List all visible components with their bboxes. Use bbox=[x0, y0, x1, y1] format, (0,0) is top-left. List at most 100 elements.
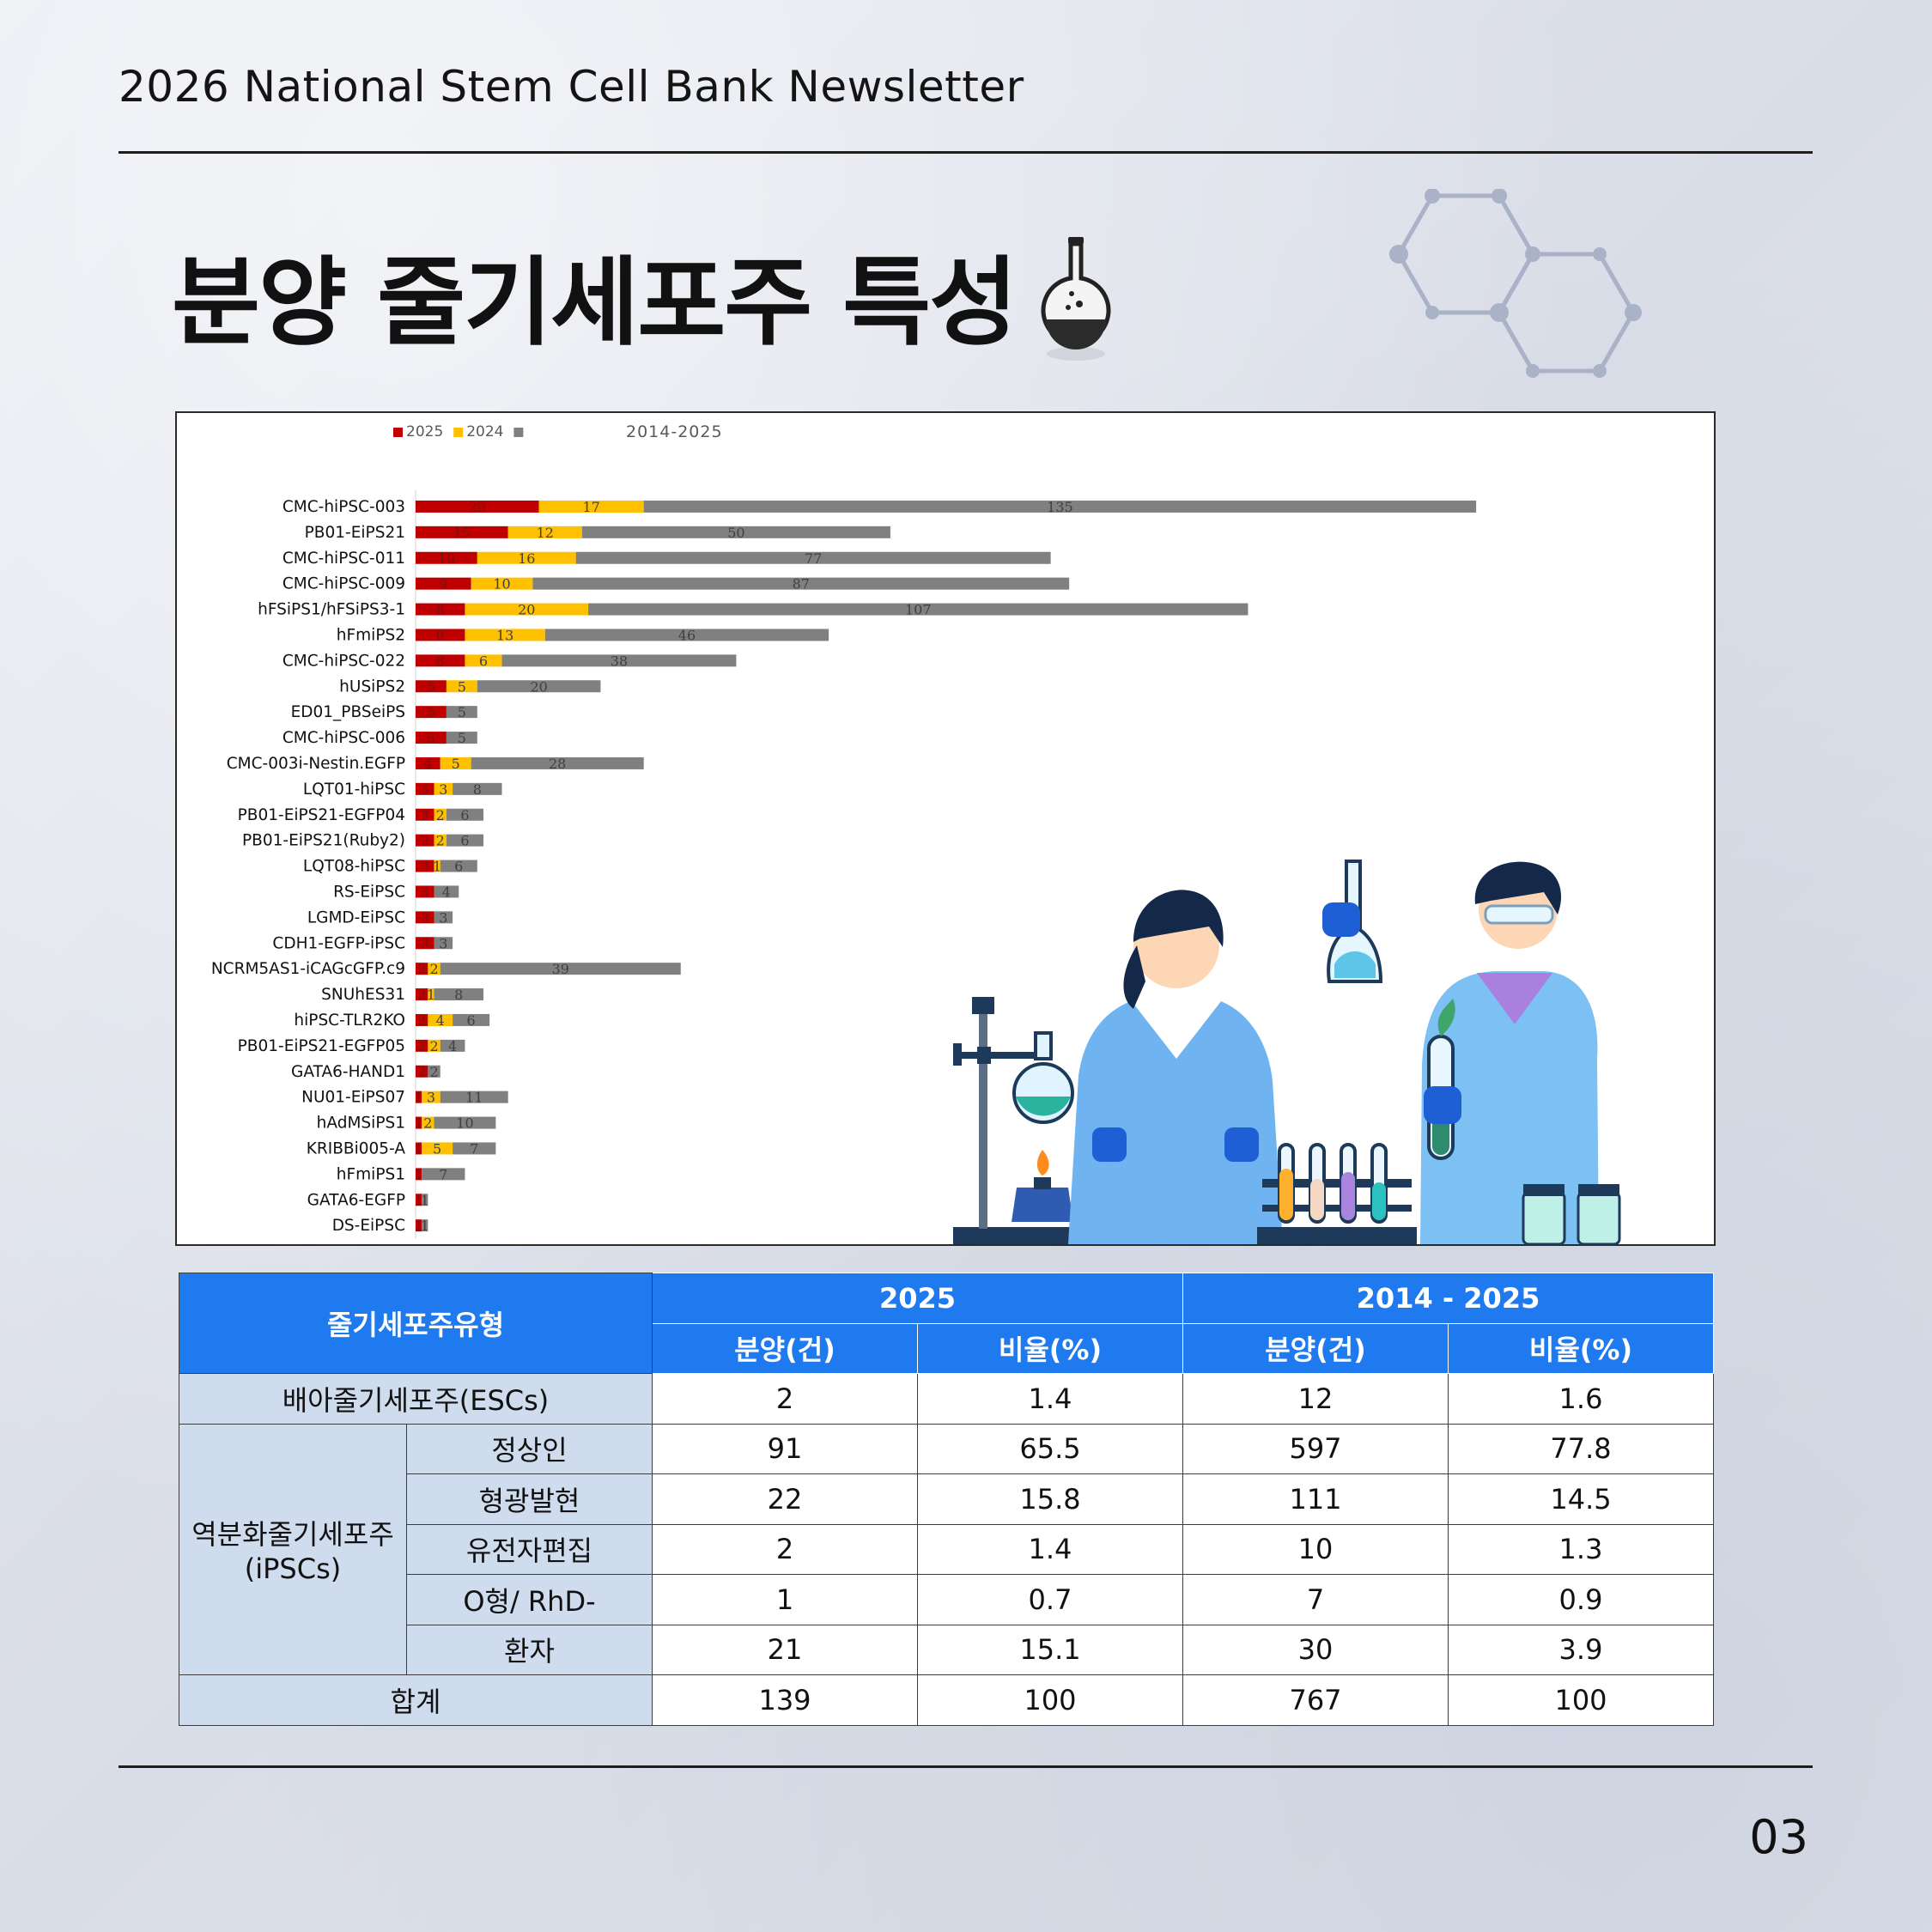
flask-icon bbox=[1041, 237, 1111, 361]
table-cell: 21 bbox=[652, 1624, 918, 1675]
data-label: 6 bbox=[467, 1012, 476, 1029]
data-label: 1 bbox=[414, 1115, 422, 1132]
bar-segment bbox=[416, 756, 440, 769]
legend-label: 2024 bbox=[466, 423, 503, 440]
bar-segment bbox=[422, 1194, 428, 1206]
bar-segment bbox=[465, 654, 502, 667]
bar-segment bbox=[416, 526, 508, 538]
bar-segment bbox=[422, 1219, 428, 1232]
header-cell-ratio: 비율(%) bbox=[1448, 1322, 1714, 1374]
bar-segment bbox=[416, 937, 434, 950]
data-label: 5 bbox=[427, 704, 435, 720]
data-label: 16 bbox=[518, 550, 535, 567]
data-label: 5 bbox=[452, 756, 460, 772]
category-label: hiPSC-TLR2KO bbox=[294, 1012, 405, 1030]
data-label: 20 bbox=[469, 499, 486, 515]
data-label: 15 bbox=[453, 525, 471, 541]
bar-segment bbox=[422, 1116, 434, 1129]
table-cell: 3.9 bbox=[1448, 1624, 1714, 1675]
row-label-total: 합계 bbox=[179, 1674, 653, 1726]
data-label: 4 bbox=[442, 884, 451, 900]
bar-segment bbox=[416, 603, 465, 616]
data-label: 3 bbox=[439, 935, 447, 951]
data-label: 7 bbox=[439, 1166, 447, 1182]
bar-segment bbox=[416, 1168, 422, 1181]
category-label: GATA6-EGFP bbox=[307, 1191, 405, 1209]
bar-segment bbox=[477, 551, 576, 564]
bar-segment bbox=[416, 500, 539, 513]
row-sublabel: 유전자편집 bbox=[406, 1523, 653, 1575]
table-cell: 22 bbox=[652, 1473, 918, 1525]
category-label: KRIBBi005-A bbox=[307, 1139, 406, 1157]
data-label: 87 bbox=[793, 576, 810, 592]
table-cell: 1.6 bbox=[1448, 1373, 1714, 1425]
data-label: 12 bbox=[537, 525, 554, 541]
category-label: hUSiPS2 bbox=[339, 677, 405, 696]
bar-segment bbox=[544, 629, 829, 641]
table-cell: 15.8 bbox=[917, 1473, 1183, 1525]
data-label: 5 bbox=[458, 730, 466, 746]
data-label: 1 bbox=[414, 1090, 422, 1106]
category-label: PB01-EiPS21(Ruby2) bbox=[242, 832, 405, 850]
ipsc-label-line2: (iPSCs) bbox=[244, 1552, 342, 1586]
bar-segment bbox=[422, 1168, 465, 1181]
data-label: 8 bbox=[436, 627, 445, 643]
data-label: 2 bbox=[436, 807, 445, 823]
data-label: 13 bbox=[496, 627, 513, 643]
data-label: 5 bbox=[458, 678, 466, 695]
bar-segment bbox=[422, 1142, 453, 1155]
bar-segment bbox=[434, 834, 447, 847]
category-label: NU01-EiPS07 bbox=[301, 1089, 405, 1107]
bar-segment bbox=[428, 1013, 453, 1026]
scientists-illustration bbox=[953, 860, 1621, 1246]
data-label: 17 bbox=[582, 499, 599, 515]
bar-segment bbox=[428, 1065, 440, 1078]
table-cell: 77.8 bbox=[1448, 1423, 1714, 1474]
data-label: 3 bbox=[421, 909, 429, 926]
table-row: 환자 21 15.1 30 3.9 bbox=[179, 1624, 1714, 1675]
bar-segment bbox=[416, 551, 477, 564]
data-label: 50 bbox=[727, 525, 744, 541]
row-sublabel: O형/ RhD- bbox=[406, 1574, 653, 1625]
category-label: LQT08-hiPSC bbox=[303, 858, 405, 876]
category-label: hFSiPS1/hFSiPS3-1 bbox=[258, 601, 405, 619]
table-cell: 7 bbox=[1182, 1574, 1449, 1625]
bar-segment bbox=[440, 756, 471, 769]
stem-cell-distribution-table: 줄기세포주유형 2025 2014 - 2025 분양(건) 비율(%) 분양(… bbox=[179, 1273, 1714, 1726]
table-cell: 15.1 bbox=[917, 1624, 1183, 1675]
data-label: 8 bbox=[454, 987, 463, 1003]
bar-segment bbox=[588, 603, 1249, 616]
row-label-esc: 배아줄기세포주(ESCs) bbox=[179, 1373, 653, 1425]
data-label: 9 bbox=[439, 576, 447, 592]
table-cell: 1.3 bbox=[1448, 1523, 1714, 1575]
chart-title: 2014-2025 bbox=[626, 422, 723, 441]
bar-segment bbox=[440, 860, 477, 872]
bar-segment bbox=[453, 1142, 496, 1155]
bar-segment bbox=[416, 885, 434, 898]
bar-segment bbox=[434, 1116, 496, 1129]
data-label: 2 bbox=[417, 1038, 426, 1054]
data-label: 2 bbox=[429, 1038, 438, 1054]
table-cell: 597 bbox=[1182, 1423, 1449, 1474]
category-label: CMC-hiPSC-006 bbox=[283, 729, 405, 747]
bar-segment bbox=[416, 963, 428, 975]
legend-swatch bbox=[513, 428, 524, 437]
newsletter-title: 2026 National Stem Cell Bank Newsletter bbox=[118, 62, 1024, 112]
data-label: 2 bbox=[417, 987, 426, 1003]
table-cell: 100 bbox=[1448, 1674, 1714, 1726]
ipsc-label-line1: 역분화줄기세포주 bbox=[191, 1518, 394, 1552]
data-label: 2 bbox=[429, 961, 438, 977]
data-label: 20 bbox=[518, 602, 535, 618]
table-row: 역분화줄기세포주 (iPSCs) 정상인 91 65.5 597 77.8 bbox=[179, 1423, 1714, 1675]
category-label: hFmiPS2 bbox=[337, 626, 405, 644]
category-label: LGMD-EiPSC bbox=[307, 908, 405, 927]
category-label: hFmiPS1 bbox=[337, 1165, 405, 1183]
table-row: 형광발현 22 15.8 111 14.5 bbox=[179, 1473, 1714, 1525]
table-cell: 1.4 bbox=[917, 1373, 1183, 1425]
bar-segment bbox=[416, 1116, 422, 1129]
bar-segment bbox=[416, 1039, 428, 1052]
data-label: 1 bbox=[414, 1218, 422, 1234]
header-cell-type: 줄기세포주유형 bbox=[179, 1273, 653, 1374]
legend-label: 2025 bbox=[406, 423, 443, 440]
data-label: 5 bbox=[427, 730, 435, 746]
